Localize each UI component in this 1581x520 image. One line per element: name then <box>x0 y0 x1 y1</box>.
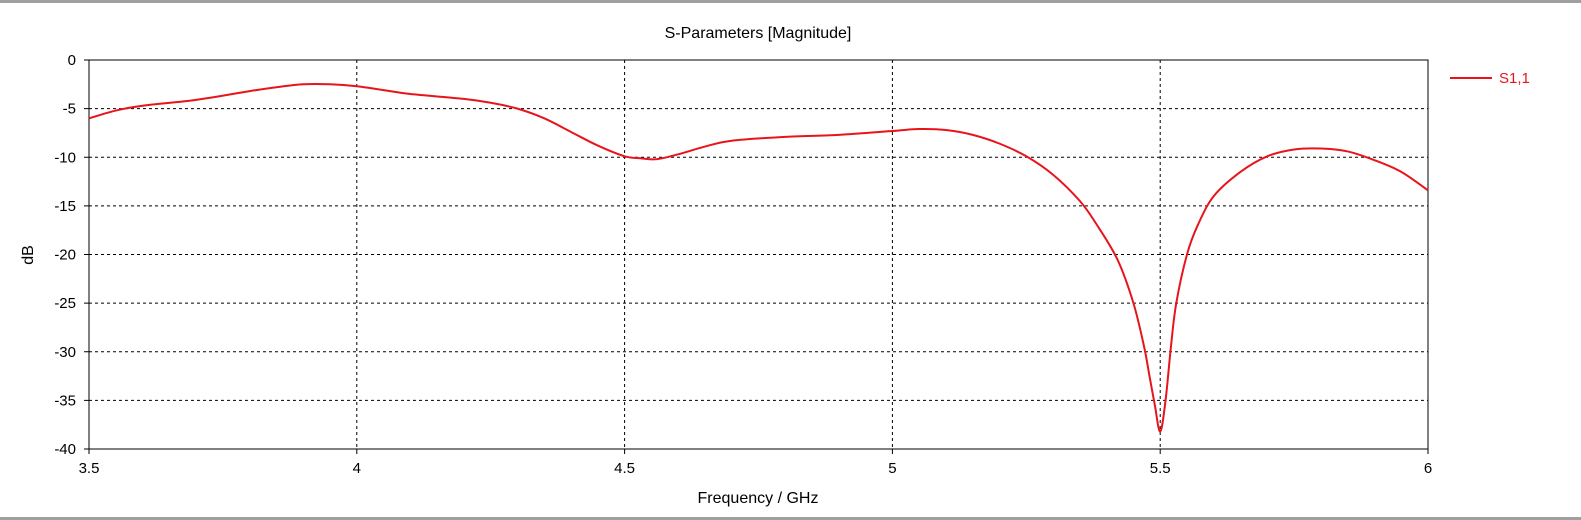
y-tick-label: -10 <box>54 149 76 166</box>
y-tick-label: -20 <box>54 247 76 264</box>
y-tick-label: -15 <box>54 198 76 215</box>
series-group <box>88 83 1429 433</box>
x-tick-label: 4 <box>353 460 361 477</box>
x-tick-label: 6 <box>1424 460 1432 477</box>
grid-lines <box>89 60 1428 449</box>
s-parameters-chart: S-Parameters [Magnitude] 3.5 4 4.5 5 5.5 6 0 -… <box>20 25 1530 507</box>
y-tick-label: -5 <box>63 101 76 118</box>
x-tick-label: 5.5 <box>1150 460 1171 477</box>
legend-label: S1,1 <box>1499 70 1530 87</box>
x-tick-label: 5 <box>888 460 896 477</box>
y-axis-title: dB <box>20 245 37 265</box>
x-tick-label: 3.5 <box>79 460 100 477</box>
chart-title: S-Parameters [Magnitude] <box>665 25 852 42</box>
y-tick-label: 0 <box>68 52 76 69</box>
y-tick-label: -25 <box>54 295 76 312</box>
legend: S1,1 <box>1450 70 1530 87</box>
x-tick-label: 4.5 <box>614 460 635 477</box>
y-tick-label: -40 <box>54 441 76 458</box>
series-line-s11 <box>88 83 1429 433</box>
y-tick-label: -35 <box>54 392 76 409</box>
x-axis-ticks: 3.5 4 4.5 5 5.5 6 <box>79 449 1432 477</box>
y-tick-label: -30 <box>54 344 76 361</box>
x-axis-title: Frequency / GHz <box>698 490 819 507</box>
y-axis-ticks: 0 -5 -10 -15 -20 -25 -30 -35 -40 <box>54 52 89 458</box>
